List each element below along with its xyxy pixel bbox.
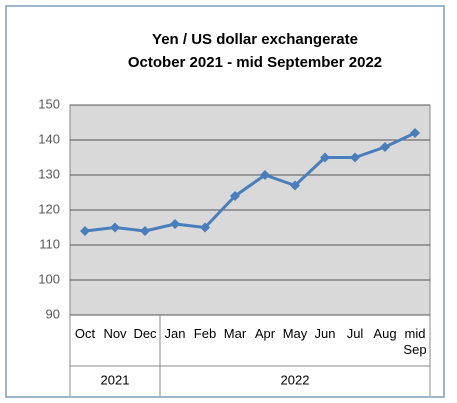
x-tick-label: Oct [74,326,96,341]
marker [410,128,420,138]
marker [140,226,150,236]
marker [170,219,180,229]
x-tick-label: Mar [223,326,247,341]
y-tick-label: 100 [38,271,60,286]
x-tick-label: mid Sep [403,326,427,357]
x-tick-label: Jun [314,326,336,341]
line [84,131,416,233]
x-tick-label: Nov [103,326,127,341]
x-tick-label: Apr [254,326,276,341]
x-tick-label: Jan [164,326,186,341]
chart-title: Yen / US dollar exchangerate [152,31,358,48]
x-tick-label: Aug [373,326,397,341]
marker [260,170,270,180]
x-tick-label: Feb [193,326,217,341]
y-tick-label: 90 [46,306,60,321]
x-tick-label: Dec [133,326,157,341]
marker [80,226,90,236]
x-tick-label: Jul [346,326,364,341]
marker [380,142,390,152]
y-tick-label: 150 [38,96,60,111]
y-tick-label: 140 [38,131,60,146]
y-tick-label: 110 [39,236,60,251]
marker [290,180,300,191]
chart-subtitle: October 2021 - mid September 2022 [128,54,382,71]
marker [200,222,210,233]
marker [230,191,240,201]
marker [110,222,120,233]
marker [320,152,330,163]
marker [350,152,360,163]
y-tick-label: 130 [38,166,60,181]
group-label: 2022 [281,372,310,387]
y-tick-label: 120 [38,201,60,216]
group-label: 2021 [101,372,130,387]
x-tick-label: May [282,326,308,341]
